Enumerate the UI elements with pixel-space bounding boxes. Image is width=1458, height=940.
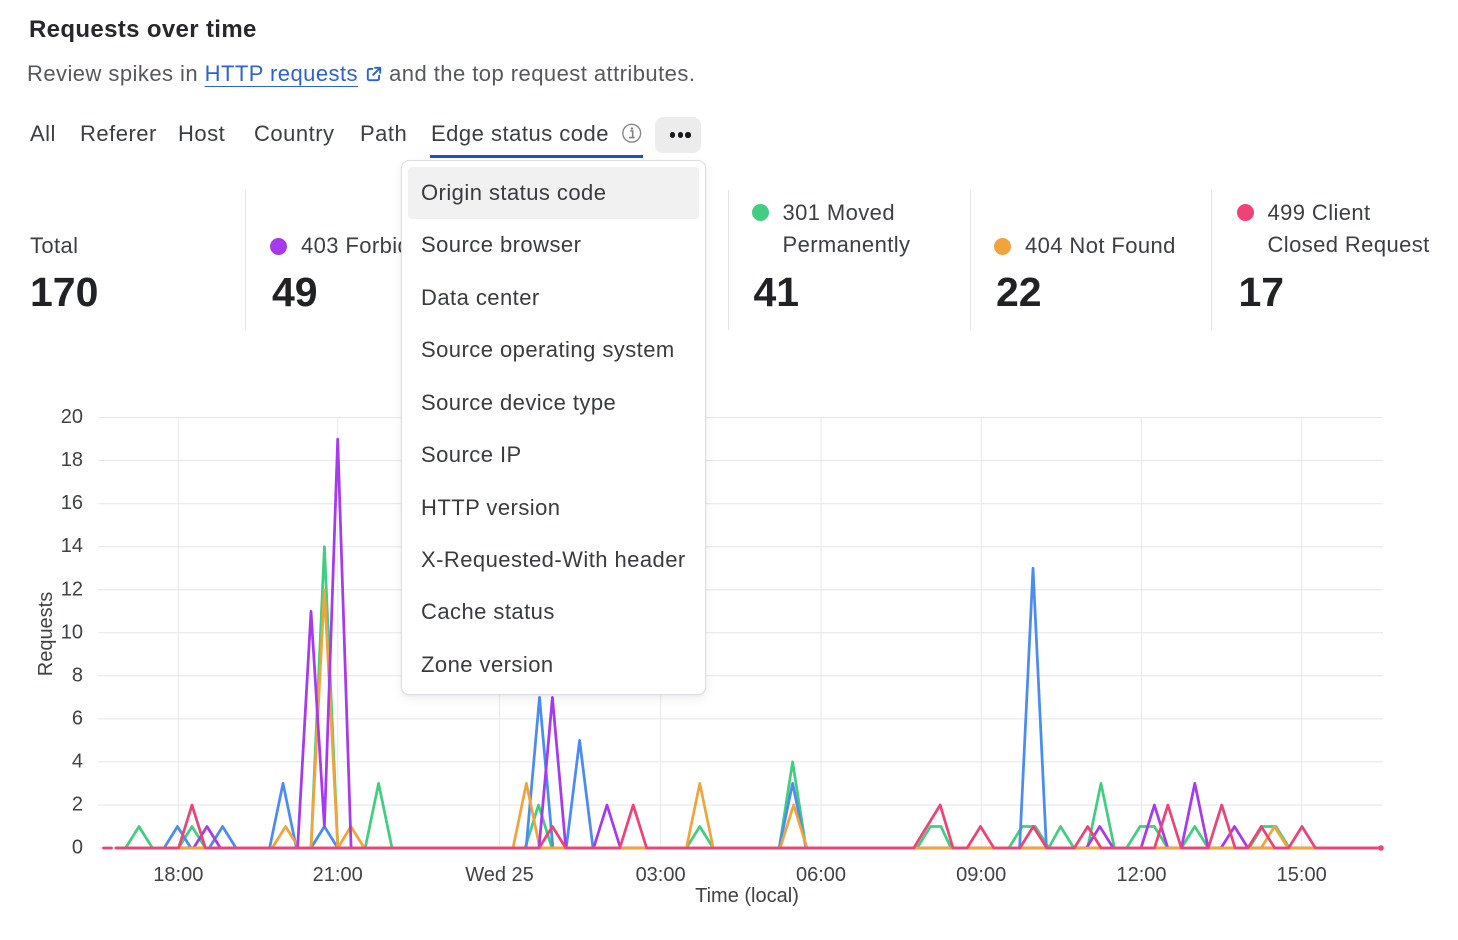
svg-text:03:00: 03:00 — [636, 864, 686, 886]
svg-text:20: 20 — [61, 406, 83, 428]
svg-text:6: 6 — [72, 707, 83, 729]
svg-text:12:00: 12:00 — [1116, 864, 1166, 886]
svg-text:16: 16 — [61, 492, 83, 514]
svg-text:Wed 25: Wed 25 — [465, 864, 534, 886]
svg-text:Time (local): Time (local) — [695, 885, 799, 907]
svg-text:18:00: 18:00 — [153, 864, 203, 886]
svg-text:21:00: 21:00 — [313, 864, 363, 886]
svg-text:09:00: 09:00 — [956, 864, 1006, 886]
svg-text:2: 2 — [72, 794, 83, 816]
svg-text:12: 12 — [61, 578, 83, 600]
svg-text:10: 10 — [61, 621, 83, 643]
svg-text:8: 8 — [72, 664, 83, 686]
svg-text:06:00: 06:00 — [796, 864, 846, 886]
svg-text:4: 4 — [72, 750, 83, 772]
svg-text:18: 18 — [61, 449, 83, 471]
svg-text:15:00: 15:00 — [1277, 864, 1327, 886]
svg-text:0: 0 — [72, 837, 83, 859]
svg-text:Requests: Requests — [35, 592, 57, 677]
svg-text:14: 14 — [61, 535, 83, 557]
